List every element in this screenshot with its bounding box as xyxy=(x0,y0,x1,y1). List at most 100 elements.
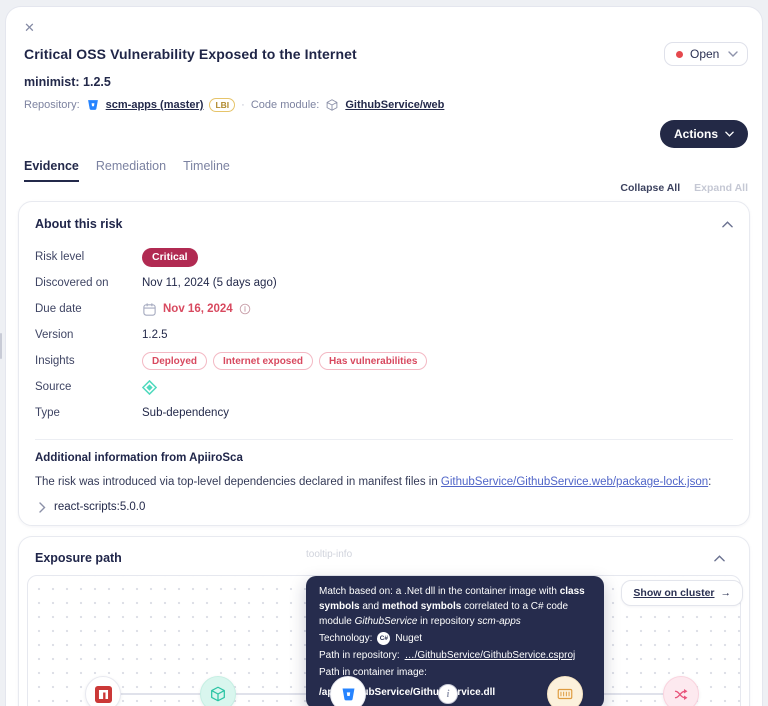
tab-evidence[interactable]: Evidence xyxy=(24,159,79,182)
tab-remediation[interactable]: Remediation xyxy=(95,159,167,173)
tooltip-bold: class symbols xyxy=(319,586,585,613)
component-subtitle: minimist: 1.2.5 xyxy=(24,75,111,89)
node-ingress[interactable]: Ingress github- app:Ingress::github-s… xyxy=(619,676,743,706)
actions-button[interactable]: Actions xyxy=(659,120,748,148)
status-dropdown[interactable]: Open xyxy=(664,42,748,66)
additional-suffix: : xyxy=(708,476,712,488)
insights-row: Insights Deployed Internet exposed Has v… xyxy=(35,348,733,374)
status-open-dot-icon xyxy=(676,50,683,58)
info-icon: i xyxy=(438,684,458,705)
bitbucket-icon xyxy=(87,100,98,110)
exposure-path-title: Exposure path xyxy=(35,551,122,566)
page-title: Critical OSS Vulnerability Exposed to th… xyxy=(24,46,357,62)
arrow-right-icon: → xyxy=(720,587,732,600)
status-label: Open xyxy=(690,47,720,61)
type-row: Type Sub-dependency xyxy=(35,400,733,426)
meta-row: Repository: scm-apps (master) LBI · Code… xyxy=(24,98,748,112)
node-container[interactable]: Container github-service-1 in apiiro-rnd… xyxy=(503,676,627,706)
csharp-icon: C# xyxy=(377,632,391,646)
calendar-icon xyxy=(143,302,156,316)
insights-label: Insights xyxy=(35,355,75,367)
repository-link[interactable]: scm-apps (master) xyxy=(105,99,204,111)
tab-bar: Evidence Remediation Timeline xyxy=(6,159,762,182)
scrollbar-thumb[interactable] xyxy=(0,333,2,359)
chevron-right-icon xyxy=(39,502,46,513)
technology-value: Nuget xyxy=(395,633,423,645)
show-on-cluster-button[interactable]: Show on cluster → xyxy=(621,580,743,607)
node-match-info[interactable]: i xyxy=(438,684,458,705)
expand-all-button[interactable]: Expand All xyxy=(694,182,748,194)
drawer-header: ✕ Critical OSS Vulnerability Exposed to … xyxy=(6,7,762,148)
collapse-expand-row: Collapse All Expand All xyxy=(6,182,762,194)
version-value: 1.2.5 xyxy=(142,329,168,341)
repo-path-link[interactable]: …/GithubService/GithubService.csproj xyxy=(404,650,576,662)
cube-icon xyxy=(326,99,338,111)
source-label: Source xyxy=(35,381,72,393)
tooltip-italic: GithubService xyxy=(354,616,418,628)
due-date-label: Due date xyxy=(35,303,82,315)
tooltip-italic: scm-apps xyxy=(477,616,521,628)
chevron-down-icon xyxy=(725,131,734,137)
node-dependency[interactable]: Dependency minimist: 1.2.5 xyxy=(41,676,165,706)
node-repository[interactable]: Repository scm-apps (master) xyxy=(286,676,410,706)
critical-badge: Critical xyxy=(142,247,198,267)
tab-timeline[interactable]: Timeline xyxy=(183,159,230,173)
type-value: Sub-dependency xyxy=(142,407,229,419)
insight-pill-deployed[interactable]: Deployed xyxy=(142,352,208,370)
collapse-section-button[interactable] xyxy=(714,554,733,562)
risk-level-label: Risk level xyxy=(35,251,85,263)
chevron-down-icon xyxy=(728,51,738,57)
chevron-up-icon xyxy=(722,220,733,227)
discovered-row: Discovered on Nov 11, 2024 (5 days ago) xyxy=(35,270,733,296)
due-date-value: Nov 16, 2024 xyxy=(163,303,233,315)
tooltip-text: correlated to a C# code module xyxy=(319,601,569,628)
exposure-path-panel: Exposure path tooltip-info Show on clust… xyxy=(18,536,750,706)
section-divider xyxy=(35,439,733,440)
repository-label: Repository: xyxy=(24,99,80,111)
image-path-value: /app/GithubService/GithubService.dll xyxy=(319,687,496,699)
apiiro-sca-source-icon xyxy=(142,379,157,395)
additional-info-text: The risk was introduced via top-level de… xyxy=(35,474,733,491)
lbi-badge: LBI xyxy=(209,98,236,112)
risk-drawer: ✕ Critical OSS Vulnerability Exposed to … xyxy=(5,6,763,706)
code-module-label: Code module: xyxy=(250,99,320,111)
dependency-expander-row[interactable]: react-scripts:5.0.0 xyxy=(35,501,733,513)
close-icon[interactable]: ✕ xyxy=(24,20,35,35)
package-lock-link[interactable]: GithubService/GithubService.web/package-… xyxy=(440,476,709,488)
exposure-graph-canvas[interactable]: Show on cluster → Match based on: a .Net… xyxy=(27,575,743,706)
code-module-link[interactable]: GithubService/web xyxy=(345,99,445,111)
due-date-row: Due date Nov 16, 2024 xyxy=(35,296,733,322)
actions-label: Actions xyxy=(673,127,718,141)
discovered-value: Nov 11, 2024 (5 days ago) xyxy=(142,277,277,289)
repo-path-label: Path in repository: xyxy=(319,650,400,662)
dot-separator: · xyxy=(241,99,245,111)
image-path-label: Path in container image: xyxy=(319,667,427,679)
about-risk-panel: About this risk Risk level Critical Disc… xyxy=(18,201,750,527)
info-icon[interactable] xyxy=(239,303,251,315)
tooltip-bold: method symbols xyxy=(381,601,462,613)
show-on-cluster-label: Show on cluster xyxy=(633,587,715,600)
collapse-all-button[interactable]: Collapse All xyxy=(620,182,681,194)
dependency-item-label: react-scripts:5.0.0 xyxy=(54,501,146,514)
shuffle-icon xyxy=(674,688,687,700)
npm-icon xyxy=(94,685,112,703)
source-row: Source xyxy=(35,374,733,400)
container-icon xyxy=(557,689,573,700)
version-label: Version xyxy=(35,329,74,341)
collapse-section-button[interactable] xyxy=(722,220,733,228)
tooltip-text: and xyxy=(359,601,382,613)
version-row: Version 1.2.5 xyxy=(35,322,733,348)
cube-icon xyxy=(211,686,225,702)
insight-pill-has-vulnerabilities[interactable]: Has vulnerabilities xyxy=(319,352,428,370)
technology-label: Technology: xyxy=(319,633,373,645)
node-code-module[interactable]: Code Module GithubService/web xyxy=(156,676,280,706)
insight-pill-internet-exposed[interactable]: Internet exposed xyxy=(213,352,314,370)
chevron-up-icon xyxy=(714,554,725,562)
additional-info-title: Additional information from ApiiroSca xyxy=(35,452,243,464)
additional-text: The risk was introduced via top-level de… xyxy=(35,476,441,488)
risk-level-row: Risk level Critical xyxy=(35,244,733,270)
tooltip-info-tag: tooltip-info xyxy=(306,549,353,561)
about-risk-title: About this risk xyxy=(35,217,123,231)
type-label: Type xyxy=(35,407,60,419)
